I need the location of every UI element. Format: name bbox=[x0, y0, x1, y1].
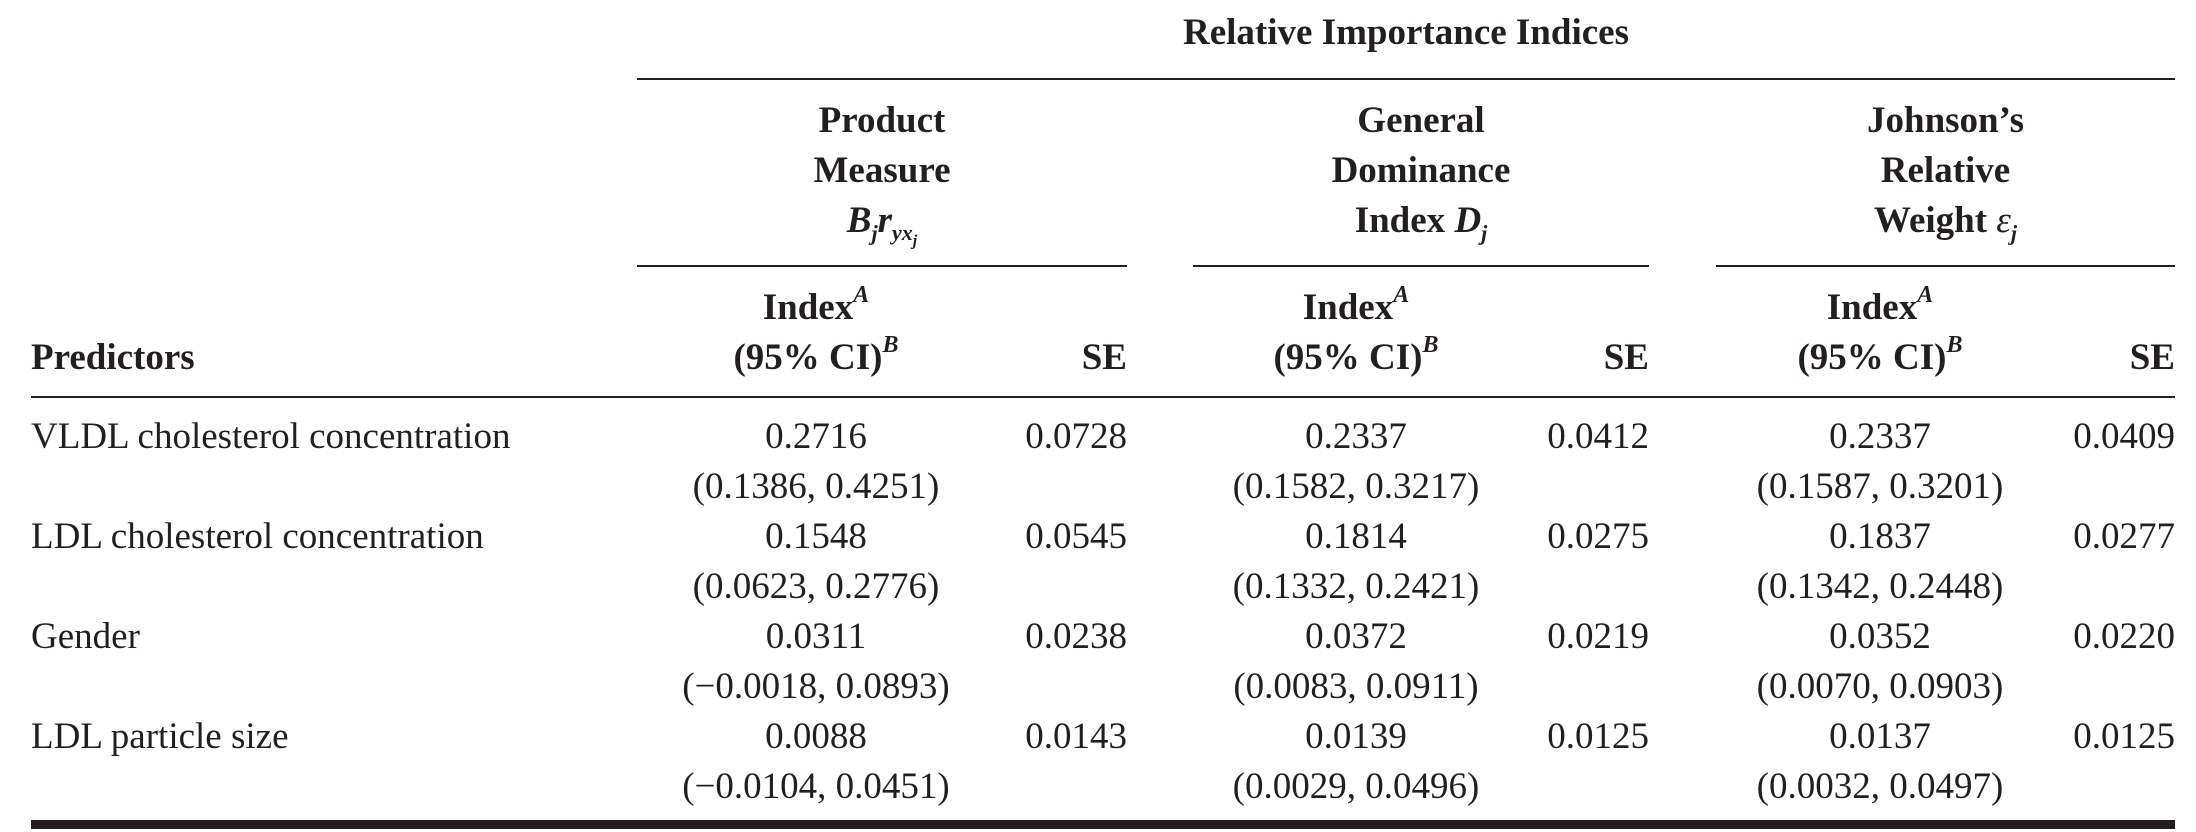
se-cell: 0.0412 bbox=[1547, 416, 1649, 457]
se-cell: 0.0143 bbox=[1025, 716, 1127, 757]
group-symbol: Bjryxj bbox=[846, 200, 918, 250]
group-header-line: Relative bbox=[1880, 150, 2011, 191]
predictor-label: Gender bbox=[31, 616, 140, 657]
index-cell: 0.0139 (0.0029, 0.0496) bbox=[1232, 716, 1480, 807]
se-cell: 0.0728 bbox=[1025, 416, 1127, 457]
group-header-line: Product bbox=[818, 100, 946, 141]
index-ci-header: IndexA (95% CI)B bbox=[1273, 281, 1439, 378]
table-bottom-rule bbox=[31, 820, 2175, 829]
se-header: SE bbox=[1603, 337, 1649, 378]
index-cell: 0.0372 (0.0083, 0.0911) bbox=[1233, 616, 1479, 707]
se-cell: 0.0125 bbox=[2073, 716, 2175, 757]
se-cell: 0.0277 bbox=[2073, 516, 2175, 557]
index-cell: 0.1837 (0.1342, 0.2448) bbox=[1756, 516, 2004, 607]
se-cell: 0.0409 bbox=[2073, 416, 2175, 457]
group-symbol: Index Dj bbox=[1354, 200, 1488, 246]
group-header-line: Johnson’s bbox=[1867, 100, 2024, 141]
index-cell: 0.0352 (0.0070, 0.0903) bbox=[1756, 616, 2004, 707]
group-rule-general-dominance bbox=[1193, 265, 1649, 267]
index-cell: 0.0088 (−0.0104, 0.0451) bbox=[682, 716, 950, 807]
group-header-johnsons-weight: Johnson’s Relative Weight εj bbox=[1716, 96, 2175, 246]
se-header: SE bbox=[1081, 337, 1127, 378]
group-header-line: Measure bbox=[813, 150, 951, 191]
title-rule bbox=[637, 78, 2175, 80]
header-rule bbox=[31, 396, 2175, 398]
index-cell: 0.1548 (0.0623, 0.2776) bbox=[692, 516, 940, 607]
index-ci-header: IndexA (95% CI)B bbox=[1797, 281, 1963, 378]
index-cell: 0.2337 (0.1582, 0.3217) bbox=[1232, 416, 1480, 507]
group-header-line: Dominance bbox=[1331, 150, 1511, 191]
predictors-header: Predictors bbox=[31, 337, 195, 378]
index-ci-header: IndexA (95% CI)B bbox=[733, 281, 899, 378]
index-cell: 0.2716 (0.1386, 0.4251) bbox=[692, 416, 940, 507]
index-cell: 0.0311 (−0.0018, 0.0893) bbox=[682, 616, 950, 707]
index-cell: 0.1814 (0.1332, 0.2421) bbox=[1232, 516, 1480, 607]
group-rule-johnsons-weight bbox=[1716, 265, 2175, 267]
predictor-label: LDL particle size bbox=[31, 716, 289, 757]
table-title: Relative Importance Indices bbox=[1183, 12, 1629, 53]
se-header: SE bbox=[2129, 337, 2175, 378]
se-cell: 0.0545 bbox=[1025, 516, 1127, 557]
group-header-general-dominance: General Dominance Index Dj bbox=[1193, 96, 1649, 246]
group-header-product-measure: Product Measure Bjryxj bbox=[637, 96, 1127, 250]
importance-table: Relative Importance Indices Product Meas… bbox=[31, 0, 2175, 832]
index-cell: 0.0137 (0.0032, 0.0497) bbox=[1756, 716, 2004, 807]
group-header-line: General bbox=[1357, 100, 1485, 141]
predictor-label: VLDL cholesterol concentration bbox=[31, 416, 511, 457]
group-symbol: Weight εj bbox=[1873, 200, 2018, 246]
se-cell: 0.0238 bbox=[1025, 616, 1127, 657]
predictor-label: LDL cholesterol concentration bbox=[31, 516, 484, 557]
se-cell: 0.0220 bbox=[2073, 616, 2175, 657]
index-cell: 0.2337 (0.1587, 0.3201) bbox=[1756, 416, 2004, 507]
se-cell: 0.0125 bbox=[1547, 716, 1649, 757]
se-cell: 0.0275 bbox=[1547, 516, 1649, 557]
se-cell: 0.0219 bbox=[1547, 616, 1649, 657]
group-rule-product-measure bbox=[637, 265, 1127, 267]
